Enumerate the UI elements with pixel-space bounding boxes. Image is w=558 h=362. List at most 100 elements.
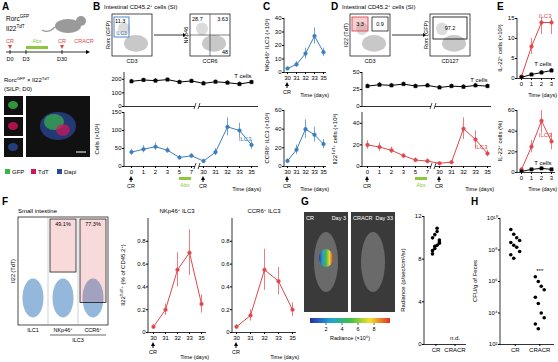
svg-text:Cells (×10³): Cells (×10³): [94, 123, 100, 154]
svg-text:6: 6: [356, 326, 359, 332]
svg-text:RorcGFP: RorcGFP: [6, 14, 29, 22]
svg-text:32: 32: [460, 169, 467, 175]
svg-text:0: 0: [418, 341, 422, 347]
svg-text:Time (days): Time (days): [232, 186, 261, 192]
svg-text:0: 0: [118, 163, 122, 169]
svg-text:Il22 (TdT): Il22 (TdT): [10, 259, 16, 283]
svg-text:CCR6+: CCR6+: [84, 327, 102, 333]
svg-text:CR: CR: [435, 183, 443, 189]
svg-text:Day 33: Day 33: [376, 215, 393, 221]
svg-text:3: 3: [402, 169, 406, 175]
svg-text:0.4: 0.4: [221, 284, 230, 290]
svg-text:ILC3: ILC3: [539, 13, 552, 19]
svg-text:Time (days): Time (days): [300, 186, 329, 192]
svg-text:5: 5: [511, 55, 515, 61]
svg-text:11.3: 11.3: [115, 18, 125, 24]
svg-text:Il22TdT: Il22TdT: [6, 24, 25, 32]
svg-text:49.1%: 49.1%: [55, 221, 71, 227]
svg-text:31: 31: [293, 169, 300, 175]
svg-text:150: 150: [111, 109, 122, 115]
svg-text:40: 40: [508, 128, 515, 134]
svg-text:0: 0: [520, 81, 524, 87]
svg-text:30: 30: [284, 169, 291, 175]
svg-text:GFP: GFP: [12, 169, 24, 175]
svg-text:60: 60: [275, 107, 282, 113]
svg-text:3.3: 3.3: [356, 21, 364, 27]
svg-text:A: A: [2, 1, 9, 12]
svg-text:35: 35: [320, 169, 327, 175]
svg-text:10²: 10²: [489, 341, 498, 347]
svg-text:20: 20: [275, 42, 282, 48]
svg-text:31: 31: [448, 169, 455, 175]
svg-text:32: 32: [174, 335, 181, 341]
svg-text:ILC1: ILC1: [27, 327, 39, 333]
svg-text:CR: CR: [149, 349, 157, 355]
svg-text:0.2: 0.2: [221, 307, 230, 313]
svg-text:D3: D3: [22, 56, 29, 62]
svg-text:D: D: [331, 1, 338, 12]
svg-text:1: 1: [530, 81, 534, 87]
svg-text:ILC3: ILC3: [475, 144, 488, 150]
svg-text:30: 30: [436, 169, 443, 175]
svg-text:3.63: 3.63: [217, 16, 228, 22]
svg-text:Abx: Abx: [32, 38, 42, 44]
svg-text:0: 0: [511, 169, 515, 175]
svg-text:7: 7: [190, 169, 194, 175]
svg-text:T cells: T cells: [234, 73, 251, 79]
svg-text:10: 10: [508, 35, 515, 41]
svg-text:31: 31: [212, 169, 219, 175]
svg-text:97.2: 97.2: [445, 25, 456, 31]
svg-text:ILC3: ILC3: [239, 136, 252, 142]
svg-text:D30: D30: [57, 56, 67, 62]
svg-text:0: 0: [366, 169, 370, 175]
svg-text:2: 2: [540, 175, 544, 181]
svg-text:CR: CR: [511, 347, 520, 353]
svg-text:10⁶: 10⁶: [488, 278, 498, 284]
svg-text:0: 0: [142, 329, 146, 335]
svg-text:28.7: 28.7: [192, 16, 203, 22]
svg-text:32: 32: [302, 169, 309, 175]
svg-text:1: 1: [378, 169, 382, 175]
svg-text:ILC3: ILC3: [72, 337, 84, 343]
svg-text:32: 32: [224, 169, 231, 175]
svg-text:0.4: 0.4: [137, 284, 146, 290]
svg-text:Small intestine: Small intestine: [18, 208, 58, 214]
svg-text:Intestinal CD45.2+ cells (SI): Intestinal CD45.2+ cells (SI): [342, 3, 416, 10]
svg-text:15: 15: [508, 15, 515, 21]
svg-text:***: ***: [536, 268, 544, 274]
svg-text:100: 100: [111, 127, 122, 133]
svg-text:40: 40: [275, 126, 282, 132]
svg-text:2: 2: [390, 169, 394, 175]
svg-text:10⁴: 10⁴: [488, 310, 498, 316]
svg-text:NKp46+: NKp46+: [53, 327, 73, 333]
svg-text:Time (days): Time (days): [528, 92, 557, 98]
svg-text:40: 40: [353, 120, 360, 126]
svg-text:20: 20: [508, 149, 515, 155]
svg-text:T cells: T cells: [470, 77, 487, 83]
svg-text:T cells: T cells: [534, 61, 551, 67]
svg-text:CFU/g of Feces: CFU/g of Feces: [472, 260, 478, 302]
svg-text:0.9: 0.9: [376, 21, 384, 27]
svg-text:4: 4: [340, 326, 343, 332]
svg-text:CCR6+ ILC3: CCR6+ ILC3: [247, 207, 281, 214]
svg-text:Intestinal CD45.2+ cells (SI): Intestinal CD45.2+ cells (SI): [104, 3, 178, 10]
svg-text:Abx: Abx: [416, 182, 426, 188]
svg-text:CR: CR: [363, 183, 371, 189]
svg-text:Abx: Abx: [180, 182, 190, 188]
svg-text:CD3: CD3: [126, 58, 137, 64]
svg-text:30: 30: [200, 169, 207, 175]
svg-text:0: 0: [278, 69, 282, 75]
svg-text:35: 35: [248, 169, 255, 175]
svg-text:33: 33: [472, 169, 479, 175]
svg-text:IL-22+ cells (%): IL-22+ cells (%): [496, 121, 503, 162]
svg-text:35: 35: [289, 335, 296, 341]
svg-text:77.3%: 77.3%: [85, 221, 101, 227]
svg-text:0: 0: [520, 175, 524, 181]
svg-text:Rorc (GFP): Rorc (GFP): [423, 21, 429, 49]
svg-text:0.2: 0.2: [137, 307, 146, 313]
svg-text:CD3: CD3: [364, 58, 375, 64]
svg-text:4: 4: [418, 299, 422, 305]
svg-text:NKp46+ ILC3 (×10³): NKp46+ ILC3 (×10³): [263, 19, 270, 72]
svg-text:TdT: TdT: [38, 169, 49, 175]
svg-text:30: 30: [284, 75, 291, 81]
